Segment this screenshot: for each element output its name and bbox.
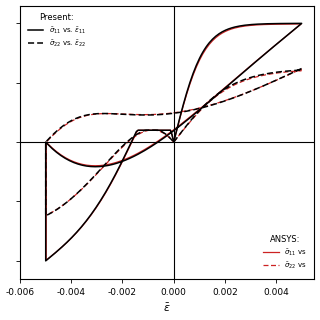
X-axis label: $\bar{\varepsilon}$: $\bar{\varepsilon}$ [164, 302, 171, 315]
Legend: $\bar{\sigma}_{11}$ vs, $\bar{\sigma}_{22}$ vs: $\bar{\sigma}_{11}$ vs, $\bar{\sigma}_{2… [262, 234, 308, 272]
